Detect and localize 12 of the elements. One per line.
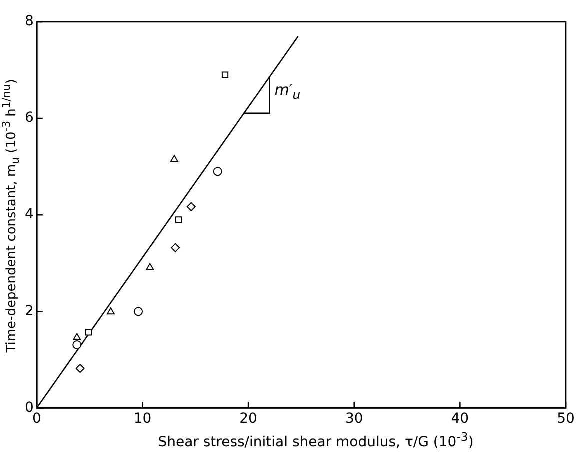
y-tick-label: 6 (24, 110, 34, 126)
x-tick-label: 40 (451, 411, 470, 428)
x-tick-label: 30 (345, 411, 364, 428)
y-tick-label: 8 (24, 14, 34, 30)
x-tick-label: 10 (134, 411, 152, 428)
x-tick-label: 20 (240, 411, 258, 428)
y-tick-label: 4 (24, 206, 34, 223)
annotation: m′$_{u}$ (274, 81, 301, 102)
y-tick-label: 2 (24, 303, 34, 320)
x-tick-label: 50 (557, 411, 575, 428)
x-axis-title: Shear stress/initial shear modulus, τ/G (10$^{-3}$) (157, 430, 475, 451)
y-tick-label: 0 (24, 400, 34, 416)
